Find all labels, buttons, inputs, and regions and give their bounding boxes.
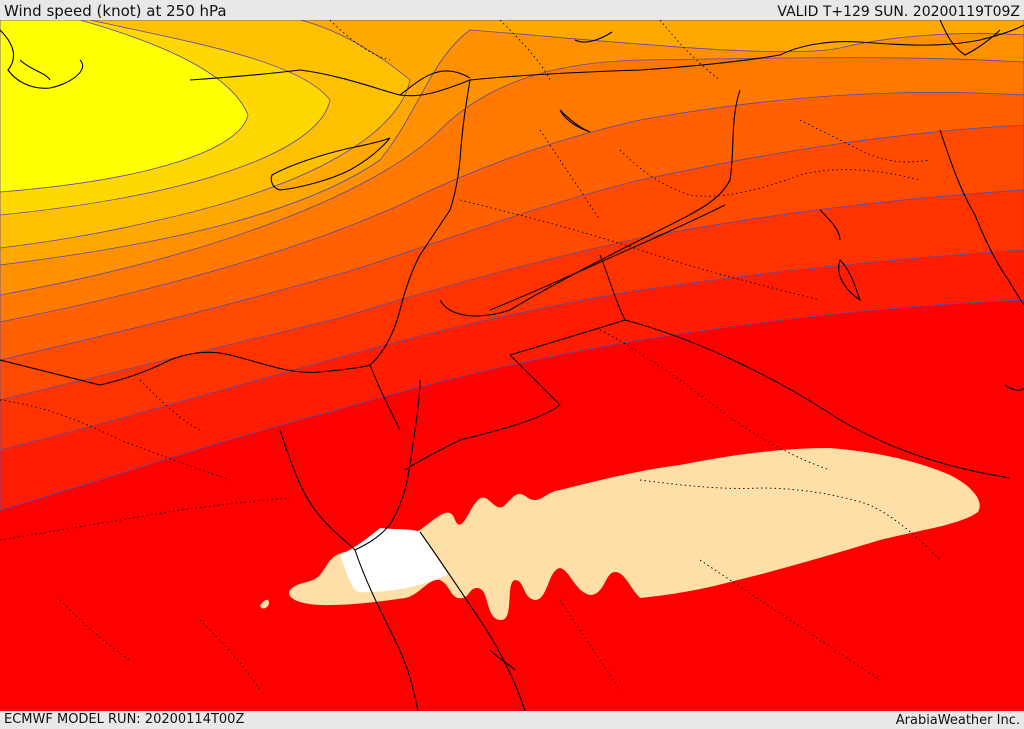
valid-time: VALID T+129 SUN. 20200119T09Z xyxy=(777,4,1020,20)
model-run: ECMWF MODEL RUN: 20200114T00Z xyxy=(4,712,245,727)
borders-dotted xyxy=(0,20,941,691)
footer-bar: ECMWF MODEL RUN: 20200114T00Z ArabiaWeat… xyxy=(0,711,1024,729)
borders-solid xyxy=(369,204,1011,479)
band-1 xyxy=(0,20,249,193)
wind-speed-map xyxy=(0,20,1024,711)
map-canvas xyxy=(0,20,1024,711)
coastlines xyxy=(0,20,1024,711)
credit: ArabiaWeather Inc. xyxy=(895,713,1020,728)
jet-fringe xyxy=(260,599,269,609)
map-title: Wind speed (knot) at 250 hPa xyxy=(4,2,227,20)
header-bar: Wind speed (knot) at 250 hPa VALID T+129… xyxy=(0,0,1024,20)
